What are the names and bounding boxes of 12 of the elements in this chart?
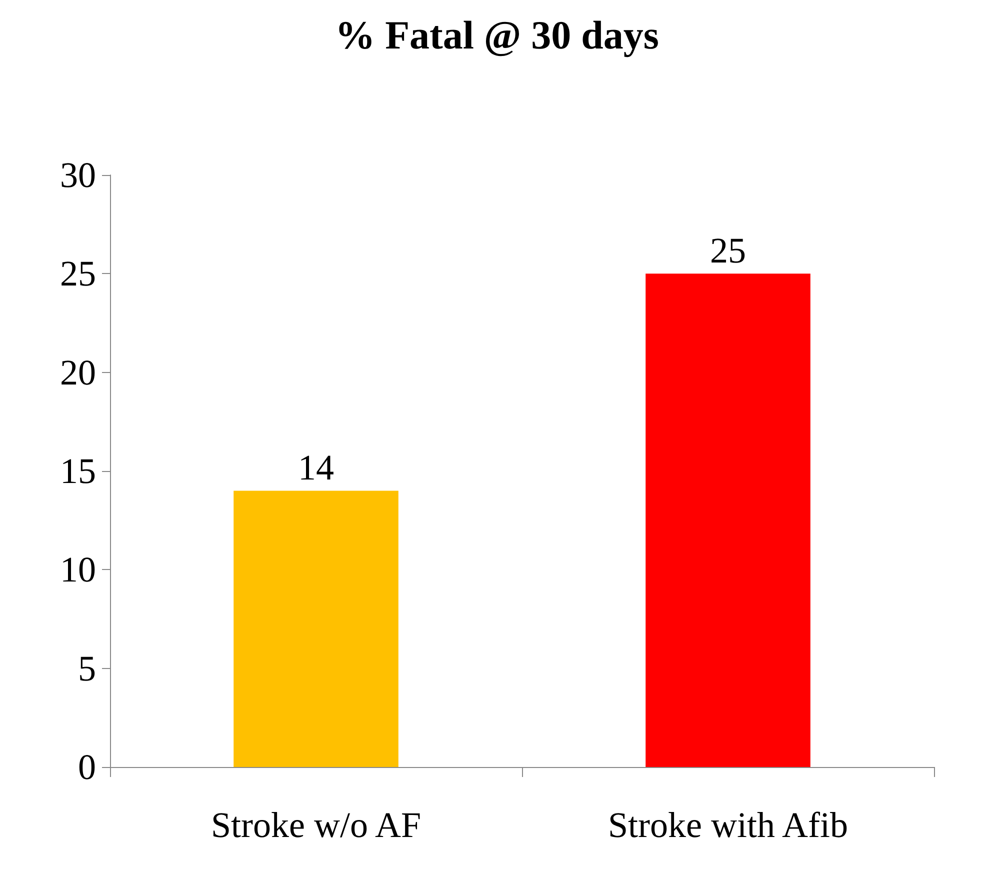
x-tick-label: Stroke w/o AF <box>210 805 422 845</box>
y-tick-label: 5 <box>78 648 96 688</box>
y-tick-label: 10 <box>60 550 96 590</box>
data-label: 25 <box>710 230 746 271</box>
chart-title: % Fatal @ 30 days <box>335 12 659 58</box>
data-label: 14 <box>298 448 334 488</box>
y-tick-label: 0 <box>78 747 96 787</box>
y-tick-label: 30 <box>60 155 96 195</box>
y-tick-label: 25 <box>60 254 96 294</box>
y-tick-label: 20 <box>60 352 96 392</box>
y-tick-label: 15 <box>60 451 96 491</box>
x-tick-label: Stroke with Afib <box>608 805 848 845</box>
